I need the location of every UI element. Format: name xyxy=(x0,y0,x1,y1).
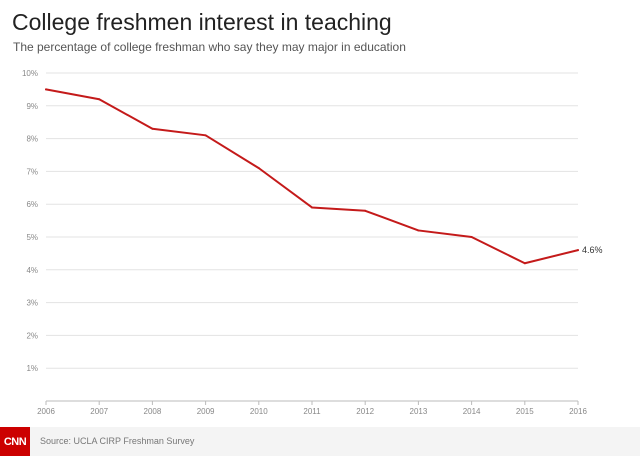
data-series xyxy=(45,88,579,265)
y-tick-label: 4% xyxy=(26,266,38,275)
y-tick-label: 7% xyxy=(26,167,38,176)
x-tick-label: 2014 xyxy=(463,407,481,416)
data-point xyxy=(523,262,526,265)
data-point xyxy=(98,98,101,101)
y-tick-label: 9% xyxy=(26,102,38,111)
data-point xyxy=(204,134,207,137)
grid-lines xyxy=(46,72,578,369)
y-tick-label: 6% xyxy=(26,200,38,209)
x-tick-label: 2007 xyxy=(90,407,108,416)
y-tick-label: 2% xyxy=(26,331,38,340)
data-point xyxy=(45,88,47,91)
y-tick-label: 5% xyxy=(26,233,38,242)
source-note: Source: UCLA CIRP Freshman Survey xyxy=(40,436,195,446)
x-tick-label: 2012 xyxy=(356,407,374,416)
end-value-label: 4.6% xyxy=(582,245,603,255)
x-tick-label: 2010 xyxy=(250,407,268,416)
data-point xyxy=(311,206,313,209)
data-point xyxy=(577,249,579,252)
data-point xyxy=(257,167,260,170)
x-tick-label: 2009 xyxy=(197,407,215,416)
annotations: 4.6% xyxy=(582,245,603,255)
y-tick-label: 10% xyxy=(22,69,38,78)
data-point xyxy=(151,127,154,130)
data-point xyxy=(470,236,473,238)
cnn-logo: CNN xyxy=(0,427,30,456)
y-tick-label: 3% xyxy=(26,299,38,308)
data-point xyxy=(417,229,420,232)
chart-subtitle: The percentage of college freshman who s… xyxy=(13,40,406,54)
chart-title: College freshmen interest in teaching xyxy=(12,9,392,35)
x-axis: 2006 2007 2008 2009 2010 2011 2012 2013 2014 2015… xyxy=(37,400,587,416)
x-tick-label: 2013 xyxy=(410,407,428,416)
x-tick-label: 2011 xyxy=(303,407,321,416)
y-tick-label: 8% xyxy=(26,135,38,144)
x-tick-label: 2006 xyxy=(37,407,55,416)
data-point xyxy=(364,209,367,212)
footer: CNN Source: UCLA CIRP Freshman Survey xyxy=(0,427,640,456)
y-axis-ticks: 1% 2% 3% 4% 5% 6% 7% 8% 9% 10% xyxy=(22,69,38,373)
x-tick-label: 2015 xyxy=(516,407,534,416)
x-tick-label: 2016 xyxy=(569,407,587,416)
line-chart: 1%2%3%4%5%6%7%8%9%10% 2006 2007 2008 2009 20… xyxy=(22,69,603,416)
y-tick-label: 1% xyxy=(26,364,38,373)
x-tick-label: 2008 xyxy=(144,407,162,416)
